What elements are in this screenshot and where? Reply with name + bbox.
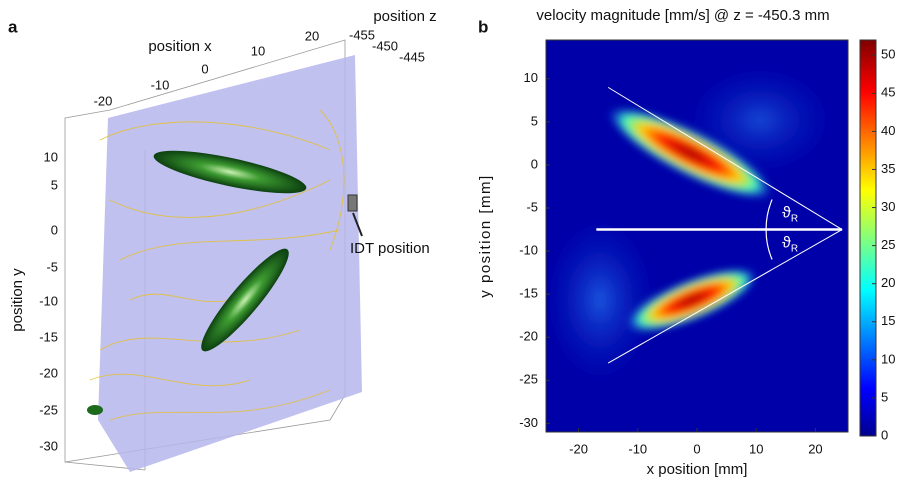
y-tick-label: 5 [531, 113, 538, 128]
y-tick-label: -20 [39, 365, 58, 380]
x-tick-label: -20 [94, 93, 113, 108]
colorbar [859, 39, 877, 437]
colorbar-tick-label: 40 [881, 123, 895, 138]
chart-title: velocity magnitude [mm/s] @ z = -450.3 m… [536, 7, 829, 24]
y-tick-label: -30 [519, 415, 538, 430]
y-tick-label: -10 [519, 243, 538, 258]
angle-symbol: ϑ [782, 205, 791, 222]
panel-label: b [478, 17, 488, 36]
y-tick-label: -20 [519, 329, 538, 344]
colorbar-tick-label: 0 [881, 427, 888, 442]
y-tick-label: 0 [531, 156, 538, 171]
x-axis-title: position x [148, 38, 212, 55]
y-tick-label: -15 [519, 286, 538, 301]
x-tick-label: 20 [305, 28, 319, 43]
y-tick-label: -5 [526, 199, 538, 214]
x-tick-label: -10 [628, 441, 647, 456]
y-tick-label: 5 [51, 177, 58, 192]
y-axis-title: y position [mm] [477, 174, 494, 297]
y-tick-label: 10 [44, 149, 58, 164]
panel-a-render [64, 39, 363, 472]
angle-lines [596, 86, 843, 364]
panel-label: a [8, 17, 18, 36]
angle-label: ϑR [782, 205, 798, 224]
z-tick-label: -455 [349, 27, 375, 42]
angle-subscript: R [791, 213, 798, 224]
z-tick-label: -450 [372, 38, 398, 53]
colorbar-tick-label: 25 [881, 237, 895, 252]
colorbar-tick-label: 35 [881, 161, 895, 176]
colorbar-tick-label: 10 [881, 351, 895, 366]
angle-arc [765, 199, 773, 260]
z-tick-label: -445 [399, 49, 425, 64]
y-tick-label: -25 [519, 372, 538, 387]
y-tick-label: -15 [39, 329, 58, 344]
y-tick-label: 10 [524, 70, 538, 85]
x-tick-label: 0 [693, 441, 700, 456]
x-tick-label: 20 [808, 441, 822, 456]
x-axis-title: x position [mm] [647, 461, 748, 478]
colorbar-tick-label: 15 [881, 313, 895, 328]
y-tick-label: -25 [39, 402, 58, 417]
x-tick-label: 10 [749, 441, 763, 456]
angle-subscript: R [791, 243, 798, 254]
colorbar-tick-label: 20 [881, 275, 895, 290]
colorbar-tick-label: 30 [881, 199, 895, 214]
y-tick-label: 0 [51, 222, 58, 237]
colorbar-tick-label: 50 [881, 47, 895, 62]
y-tick-label: -5 [46, 259, 58, 274]
x-tick-label: -10 [151, 77, 170, 92]
angle-label: ϑR [782, 235, 798, 254]
guide-line [607, 229, 843, 364]
colorbar-tick-label: 45 [881, 85, 895, 100]
y-tick-label: -10 [39, 293, 58, 308]
colorbar-tick-label: 5 [881, 389, 888, 404]
x-tick-label: -20 [569, 441, 588, 456]
panel-b-field [546, 40, 848, 432]
annotation: IDT position [350, 240, 430, 257]
x-tick-label: 0 [201, 61, 208, 76]
x-tick-label: 10 [251, 43, 265, 58]
angle-symbol: ϑ [782, 235, 791, 252]
y-tick-label: -30 [39, 438, 58, 453]
y-axis-title: position y [9, 268, 26, 332]
z-axis-title: position z [373, 8, 436, 25]
guide-line [607, 86, 843, 230]
